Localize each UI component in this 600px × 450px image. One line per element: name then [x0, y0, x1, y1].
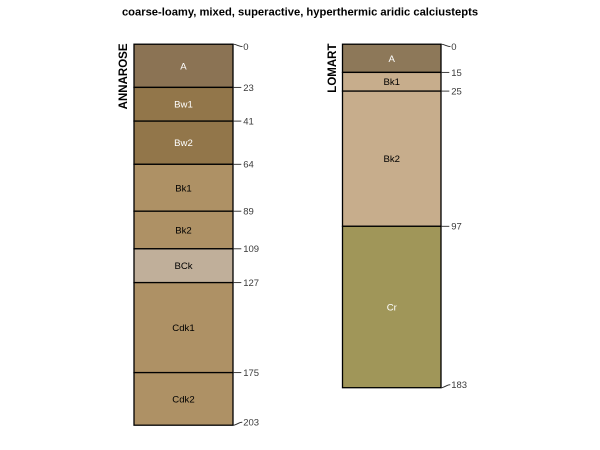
svg-text:15: 15 — [451, 68, 462, 79]
svg-text:183: 183 — [451, 380, 467, 391]
svg-text:64: 64 — [243, 160, 254, 171]
svg-text:203: 203 — [243, 418, 259, 429]
svg-text:23: 23 — [243, 83, 254, 94]
svg-text:Bk2: Bk2 — [175, 226, 192, 237]
svg-text:Bk1: Bk1 — [175, 183, 192, 194]
svg-text:A: A — [389, 54, 396, 65]
svg-text:Bw2: Bw2 — [174, 138, 193, 149]
svg-text:89: 89 — [243, 207, 254, 218]
svg-text:A: A — [180, 61, 187, 72]
svg-text:LOMART: LOMART — [327, 44, 339, 93]
svg-text:Cdk1: Cdk1 — [172, 323, 194, 334]
svg-text:0: 0 — [243, 42, 248, 53]
svg-text:Bw1: Bw1 — [174, 100, 193, 111]
svg-text:97: 97 — [451, 222, 462, 233]
svg-text:BCk: BCk — [174, 261, 192, 272]
svg-text:25: 25 — [451, 87, 462, 98]
svg-text:Bk1: Bk1 — [383, 77, 400, 88]
svg-text:Cr: Cr — [387, 303, 398, 314]
svg-text:175: 175 — [243, 368, 259, 379]
svg-text:41: 41 — [243, 117, 254, 128]
svg-text:127: 127 — [243, 278, 259, 289]
svg-text:Cdk2: Cdk2 — [172, 394, 194, 405]
svg-text:109: 109 — [243, 244, 259, 255]
svg-text:coarse-loamy, mixed, superacti: coarse-loamy, mixed, superactive, hypert… — [122, 6, 478, 18]
svg-text:0: 0 — [451, 42, 456, 53]
svg-text:Bk2: Bk2 — [383, 154, 400, 165]
svg-text:ANNAROSE: ANNAROSE — [118, 43, 130, 109]
